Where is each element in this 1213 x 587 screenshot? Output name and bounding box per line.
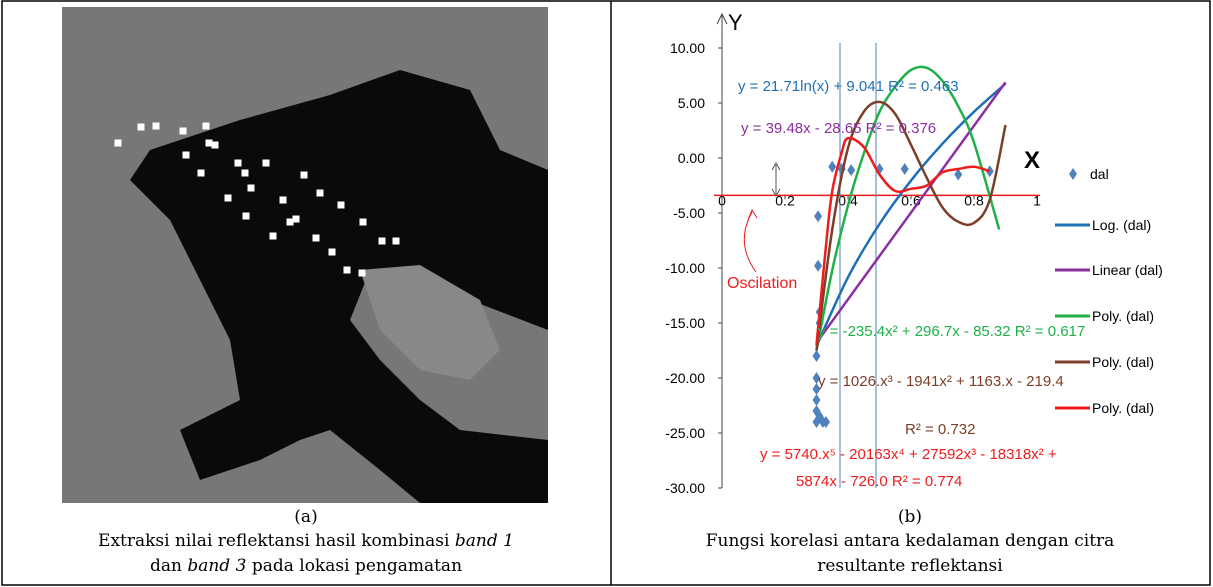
x-tick-label: 0.2: [775, 192, 795, 208]
caption: dan band 3 pada lokasi pengamatan: [150, 556, 462, 576]
sample-point: [114, 139, 122, 147]
data-point: [900, 163, 909, 175]
sample-point: [328, 248, 336, 256]
panel-label: (b): [898, 507, 922, 527]
sample-point: [392, 237, 400, 245]
trendline: [815, 81, 1007, 344]
caption: resultante reflektansi: [817, 556, 1003, 576]
equation: y = 21.71ln(x) + 9.041 R² = 0.463: [738, 78, 959, 95]
data-point: [847, 164, 856, 177]
y-tick-label: -15.00: [665, 315, 705, 331]
caption-part: pada lokasi pengamatan: [246, 556, 462, 576]
sample-point: [137, 123, 145, 131]
legend-label: dal: [1090, 166, 1109, 182]
y-axis-arrow: [716, 12, 728, 25]
data-point: [812, 372, 821, 384]
sample-point: [358, 269, 366, 277]
sample-point: [378, 237, 386, 245]
sample-point: [202, 122, 210, 130]
data-point: [821, 416, 830, 428]
sample-point: [152, 122, 160, 130]
chart: Y 10.00 5.00 0.00 -5.00 -10.00 -15.00 -20.00 -25…: [665, 10, 1163, 496]
caption-part: band 3: [187, 556, 246, 576]
sample-point: [179, 127, 187, 135]
legend-label: Log. (dal): [1092, 217, 1151, 233]
equation: 5874x - 726.0 R² = 0.774: [796, 473, 962, 490]
caption-part: Extraksi nilai reflektansi hasil kombina…: [98, 531, 455, 551]
legend-label: Poly. (dal): [1092, 354, 1154, 370]
equation: y = 39.48x - 28.65 R² = 0.376: [741, 120, 936, 137]
sample-point: [234, 159, 242, 167]
equation: y = -235.4x² + 296.7x - 85.32 R² = 0.617: [818, 323, 1085, 340]
panel-label: (a): [294, 507, 317, 527]
caption-part: dan: [150, 556, 187, 576]
x-tick-label: 1: [1033, 192, 1041, 208]
oscillation-arrow: [771, 161, 781, 198]
data-point: [814, 210, 823, 223]
sample-point: [286, 218, 294, 226]
satellite-image: [62, 7, 548, 503]
sample-point: [343, 266, 351, 274]
y-tick-label: 0.00: [678, 150, 705, 166]
sample-point: [182, 151, 190, 159]
island: [360, 265, 500, 380]
sample-point: [247, 184, 255, 192]
y-tick-label: 10.00: [670, 40, 705, 56]
data-point: [812, 394, 821, 406]
data-point: [954, 168, 963, 181]
caption-part: band 1: [455, 531, 514, 551]
x-tick-label: 0: [718, 192, 726, 208]
data-point: [812, 383, 821, 395]
equation: y = 5740.x⁵ - 20163x⁴ + 27592x³ - 18318x…: [760, 446, 1057, 463]
legend-marker: [1069, 168, 1077, 180]
caption: Extraksi nilai reflektansi hasil kombina…: [98, 531, 514, 551]
sample-point: [211, 141, 219, 149]
legend-label: Poly. (dal): [1092, 400, 1154, 416]
y-tick-label: -10.00: [665, 260, 705, 276]
data-point: [812, 350, 821, 362]
x-tick-label: 0.8: [964, 192, 984, 208]
equation: y = 1026.x³ - 1941x² + 1163.x - 219.4: [818, 373, 1064, 390]
oscillation-pointer: [743, 208, 758, 273]
trendline: [815, 82, 1007, 347]
sample-point: [312, 234, 320, 242]
y-tick-label: -20.00: [665, 370, 705, 386]
sample-point: [242, 212, 250, 220]
data-point: [828, 160, 837, 173]
y-tick-label: 5.00: [678, 95, 705, 111]
equation: R² = 0.732: [905, 421, 975, 438]
sample-point: [241, 169, 249, 177]
sample-point: [300, 171, 308, 179]
x-axis-label: X: [1024, 147, 1040, 174]
sample-point: [279, 196, 287, 204]
y-tick-label: -25.00: [665, 425, 705, 441]
y-tick-label: -5.00: [673, 205, 705, 221]
sample-point: [262, 159, 270, 167]
legend-label: Poly. (dal): [1092, 308, 1154, 324]
sample-point: [269, 232, 277, 240]
data-point: [814, 259, 823, 272]
y-tick-label: -30.00: [665, 480, 705, 496]
y-axis-label: Y: [728, 10, 743, 35]
sample-point: [224, 194, 232, 202]
trendline: [815, 100, 1007, 351]
trendline: [815, 65, 1001, 351]
sample-point: [292, 215, 300, 223]
trendline: [815, 136, 991, 346]
equation: Oscilation: [727, 275, 797, 292]
sample-point: [205, 139, 213, 147]
sample-point: [359, 218, 367, 226]
caption: Fungsi korelasi antara kedalaman dengan …: [706, 531, 1115, 551]
sea: [130, 70, 548, 503]
sample-point: [197, 169, 205, 177]
sample-point: [337, 201, 345, 209]
legend-label: Linear (dal): [1092, 262, 1163, 278]
sample-point: [316, 189, 324, 197]
